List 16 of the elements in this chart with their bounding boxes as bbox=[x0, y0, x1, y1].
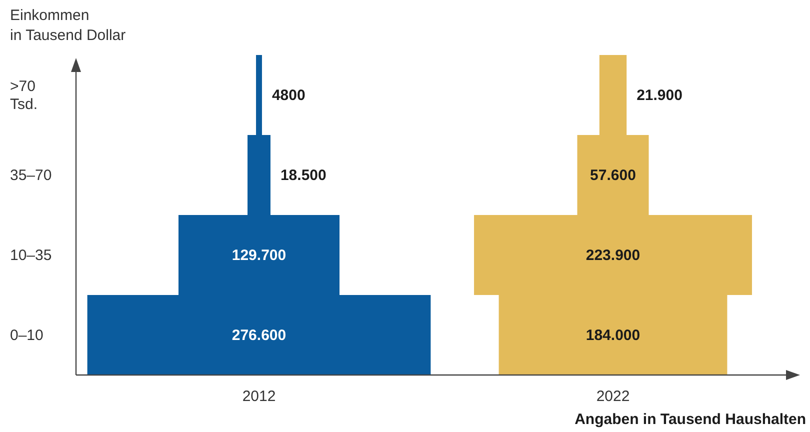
text: Angaben in Tausend Haushalten bbox=[574, 411, 806, 428]
data-label: 129.700 bbox=[232, 247, 286, 264]
series-label: 2012 bbox=[242, 388, 276, 405]
text: Einkommen in Tausend Dollar bbox=[10, 7, 126, 44]
category-label: 10–35 bbox=[10, 247, 52, 264]
data-label: 223.900 bbox=[586, 247, 640, 264]
data-label: 4800 bbox=[272, 87, 306, 104]
series-label: 2022 bbox=[596, 388, 630, 405]
category-label: 0–10 bbox=[10, 327, 44, 344]
data-label: 18.500 bbox=[280, 167, 326, 184]
data-label: 184.000 bbox=[586, 327, 640, 344]
data-label: 276.600 bbox=[232, 327, 286, 344]
category-label: 35–70 bbox=[10, 167, 52, 184]
data-label: 57.600 bbox=[590, 167, 636, 184]
category-label: >70 Tsd. bbox=[10, 78, 38, 113]
data-label: 21.900 bbox=[636, 87, 682, 104]
